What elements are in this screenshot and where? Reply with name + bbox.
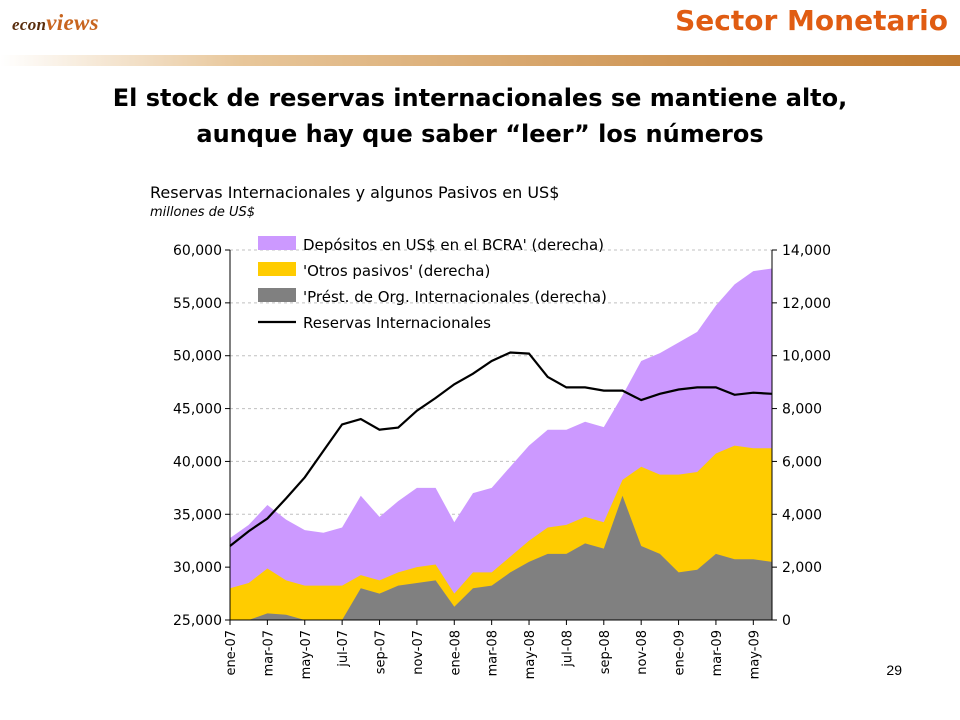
legend-deposits-label: Depósitos en US$ en el BCRA' (derecha)	[303, 236, 604, 254]
x-tick-label: may-07	[299, 630, 314, 679]
logo-part-views: views	[46, 10, 99, 35]
legend-other-liabilities-swatch	[258, 262, 296, 276]
headline-line-2: aunque hay que saber “leer” los números	[196, 120, 764, 148]
right-tick-label: 0	[782, 613, 791, 629]
right-tick-label: 4,000	[782, 507, 822, 523]
x-tick-label: mar-07	[261, 630, 276, 676]
x-tick-label: nov-08	[635, 630, 650, 675]
x-tick-label: mar-08	[486, 630, 501, 676]
x-tick-label: mar-09	[710, 630, 725, 676]
x-tick-label: may-09	[747, 630, 762, 679]
legend-org-loans-label: 'Prést. de Org. Internacionales (derecha…	[303, 288, 607, 306]
econviews-logo: econviews	[12, 10, 99, 36]
left-tick-label: 30,000	[173, 560, 222, 576]
x-tick-label: sep-08	[598, 630, 613, 674]
x-tick-label: ene-09	[673, 630, 688, 675]
slide-headline: El stock de reservas internacionales se …	[0, 80, 960, 152]
page-number: 29	[886, 662, 902, 678]
left-tick-label: 55,000	[173, 296, 222, 312]
axes: 25,000 30,000 35,000 40,000 45,000 50,000 55,0…	[173, 243, 831, 679]
line-reserves	[229, 351, 773, 547]
header-divider	[0, 55, 960, 66]
legend-org-loans-swatch	[258, 288, 296, 302]
right-tick-label: 14,000	[782, 243, 831, 259]
left-tick-label: 40,000	[173, 454, 222, 470]
right-tick-label: 10,000	[782, 349, 831, 365]
legend-other-liabilities-label: 'Otros pasivos' (derecha)	[303, 262, 490, 280]
right-tick-label: 12,000	[782, 296, 831, 312]
chart-title: Reservas Internacionales y algunos Pasiv…	[150, 183, 559, 202]
x-tick-label: jul-08	[560, 630, 575, 668]
x-tick-label: may-08	[523, 630, 538, 679]
legend-reserves-label: Reservas Internacionales	[303, 314, 491, 332]
legend-deposits-swatch	[258, 236, 296, 250]
left-tick-label: 45,000	[173, 402, 222, 418]
stacked-areas	[230, 268, 772, 620]
chart-subtitle: millones de US$	[150, 205, 255, 220]
left-tick-label: 60,000	[173, 243, 222, 259]
line-series	[229, 351, 773, 547]
right-tick-label: 2,000	[782, 560, 822, 576]
right-tick-label: 8,000	[782, 402, 822, 418]
right-tick-label: 6,000	[782, 454, 822, 470]
left-tick-label: 50,000	[173, 349, 222, 365]
x-tick-label: ene-08	[448, 630, 463, 675]
area-org-loans	[230, 495, 772, 620]
left-tick-label: 25,000	[173, 613, 222, 629]
x-tick-label: jul-07	[336, 630, 351, 668]
section-title: Sector Monetario	[675, 4, 948, 37]
legend: Depósitos en US$ en el BCRA' (derecha) 'O…	[258, 236, 607, 332]
x-tick-label: ene-07	[224, 630, 239, 675]
x-tick-label: sep-07	[374, 630, 389, 674]
logo-part-econ: econ	[12, 15, 47, 34]
x-tick-label: nov-07	[411, 630, 426, 675]
left-tick-label: 35,000	[173, 507, 222, 523]
headline-line-1: El stock de reservas internacionales se …	[112, 84, 848, 112]
